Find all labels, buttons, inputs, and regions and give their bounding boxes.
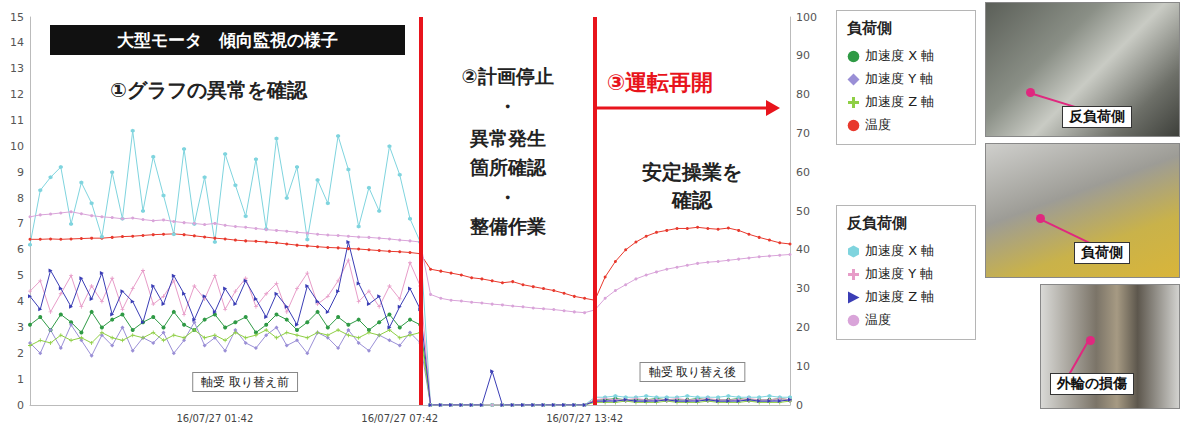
svg-text:軸受 取り替え前: 軸受 取り替え前 [201, 375, 289, 389]
svg-text:大型モータ 傾向監視の様子: 大型モータ 傾向監視の様子 [117, 30, 338, 50]
svg-text:60: 60 [796, 166, 810, 179]
html-text:外輪の損傷: 外輪の損傷 [1057, 375, 1127, 391]
svg-text:5: 5 [17, 269, 24, 282]
svg-text:15: 15 [10, 11, 24, 24]
svg-text:30: 30 [796, 282, 810, 295]
svg-text:確認: 確認 [671, 188, 713, 212]
svg-text:・: ・ [498, 95, 517, 117]
svg-text:6: 6 [17, 243, 24, 256]
html-text:加速度 Z 軸: 加速度 Z 軸 [865, 289, 935, 304]
html-text:加速度 Y 軸: 加速度 Y 軸 [865, 266, 934, 281]
svg-text:70: 70 [796, 127, 810, 140]
svg-text:異常発生: 異常発生 [469, 127, 546, 149]
svg-text:②計画停止: ②計画停止 [462, 65, 554, 87]
svg-text:20: 20 [796, 321, 810, 334]
html-text:加速度 Y 軸: 加速度 Y 軸 [865, 71, 934, 86]
html-text:負荷側: 負荷側 [1081, 244, 1123, 260]
svg-text:13: 13 [10, 62, 24, 75]
svg-text:12: 12 [10, 88, 24, 101]
html-text:加速度 Z 軸: 加速度 Z 軸 [865, 94, 935, 109]
html-text:負荷側: 負荷側 [847, 19, 892, 37]
html-text:反負荷側: 反負荷側 [847, 214, 907, 232]
svg-text:箇所確認: 箇所確認 [469, 156, 547, 178]
svg-text:0: 0 [17, 399, 24, 412]
html-text:加速度 X 軸: 加速度 X 軸 [865, 48, 935, 63]
svg-text:軸受 取り替え後: 軸受 取り替え後 [649, 365, 737, 379]
html-text:温度: 温度 [865, 117, 891, 132]
svg-text:0: 0 [796, 399, 803, 412]
svg-text:16/07/27 07:42: 16/07/27 07:42 [361, 413, 438, 424]
html-text:加速度 X 軸: 加速度 X 軸 [865, 243, 935, 258]
svg-text:・: ・ [498, 186, 517, 208]
svg-text:80: 80 [796, 88, 810, 101]
svg-text:40: 40 [796, 243, 810, 256]
svg-text:90: 90 [796, 49, 810, 62]
svg-text:安定操業を: 安定操業を [642, 160, 742, 184]
svg-text:8: 8 [17, 192, 24, 205]
svg-text:2: 2 [17, 347, 24, 360]
svg-text:16/07/27 01:42: 16/07/27 01:42 [176, 413, 253, 424]
svg-text:4: 4 [17, 295, 24, 308]
svg-text:14: 14 [10, 36, 24, 49]
html-text:反負荷側: 反負荷側 [1069, 108, 1125, 124]
svg-text:9: 9 [17, 166, 24, 179]
svg-text:10: 10 [796, 360, 810, 373]
svg-text:7: 7 [17, 217, 24, 230]
svg-text:1: 1 [17, 373, 24, 386]
html-text:温度: 温度 [865, 312, 891, 327]
svg-text:16/07/27 13:42: 16/07/27 13:42 [546, 413, 623, 424]
svg-text:3: 3 [17, 321, 24, 334]
svg-text:10: 10 [10, 140, 24, 153]
svg-text:11: 11 [10, 114, 24, 127]
svg-text:50: 50 [796, 205, 810, 218]
svg-text:③運転再開: ③運転再開 [607, 70, 714, 95]
svg-text:①グラフの異常を確認: ①グラフの異常を確認 [110, 78, 308, 102]
svg-text:整備作業: 整備作業 [469, 215, 546, 237]
svg-text:100: 100 [796, 11, 817, 24]
